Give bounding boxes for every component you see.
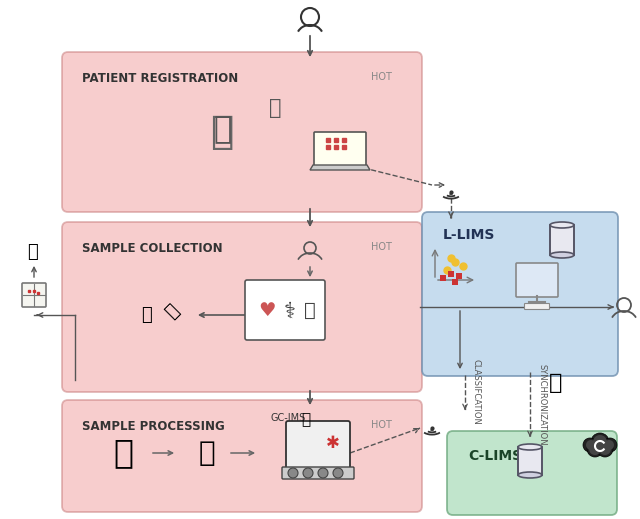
Text: 💉: 💉 [162,302,182,322]
FancyBboxPatch shape [62,222,422,392]
Text: 🌡: 🌡 [269,98,281,118]
Text: SAMPLE PROCESSING: SAMPLE PROCESSING [82,420,225,433]
Text: CLASSIFCATION: CLASSIFCATION [472,359,481,425]
Polygon shape [456,273,462,279]
Text: 🤲: 🤲 [214,116,232,144]
Circle shape [333,468,343,478]
Polygon shape [452,279,458,285]
FancyBboxPatch shape [447,431,617,515]
Text: 🚶: 🚶 [304,301,316,320]
Text: 🐦: 🐦 [27,243,37,261]
Text: 💉: 💉 [301,413,310,428]
Text: ⚕: ⚕ [284,302,296,322]
Text: HOT: HOT [371,72,392,82]
FancyBboxPatch shape [286,421,350,470]
Polygon shape [518,447,542,475]
Text: ✱: ✱ [326,434,340,452]
Circle shape [288,468,298,478]
FancyBboxPatch shape [22,283,46,307]
Ellipse shape [518,444,542,450]
FancyBboxPatch shape [62,400,422,512]
Circle shape [593,435,607,449]
Circle shape [597,441,613,457]
FancyBboxPatch shape [525,304,550,309]
Polygon shape [310,165,370,170]
FancyBboxPatch shape [516,263,558,297]
Circle shape [589,443,601,455]
Text: C-LIMS: C-LIMS [468,449,522,463]
Text: 🔧: 🔧 [198,439,215,467]
Circle shape [318,468,328,478]
Circle shape [583,438,597,452]
FancyBboxPatch shape [62,52,422,212]
Circle shape [586,440,596,450]
Ellipse shape [518,472,542,478]
FancyBboxPatch shape [422,212,618,376]
Text: SAMPLE COLLECTION: SAMPLE COLLECTION [82,242,223,255]
Circle shape [599,443,611,455]
Ellipse shape [550,222,574,228]
Text: HOT: HOT [371,420,392,430]
FancyBboxPatch shape [282,467,354,479]
Text: ✋: ✋ [211,113,234,151]
Ellipse shape [550,252,574,258]
Text: 🧪: 🧪 [141,306,152,324]
Polygon shape [448,271,454,277]
Text: 🛰: 🛰 [549,373,563,393]
Text: L-LIMS: L-LIMS [443,228,495,242]
Circle shape [587,441,603,457]
Text: 💉: 💉 [113,436,133,470]
Circle shape [591,433,609,451]
Text: PATIENT REGISTRATION: PATIENT REGISTRATION [82,72,238,85]
Text: GC-IMS: GC-IMS [270,413,306,423]
Circle shape [604,440,614,450]
FancyBboxPatch shape [245,280,325,340]
Polygon shape [550,225,574,255]
Text: HOT: HOT [371,242,392,252]
Circle shape [303,468,313,478]
Circle shape [603,438,617,452]
Text: ♥: ♥ [259,301,276,320]
FancyBboxPatch shape [314,132,366,166]
Polygon shape [440,275,446,281]
Text: SYNCHRONIZATION: SYNCHRONIZATION [537,364,546,446]
